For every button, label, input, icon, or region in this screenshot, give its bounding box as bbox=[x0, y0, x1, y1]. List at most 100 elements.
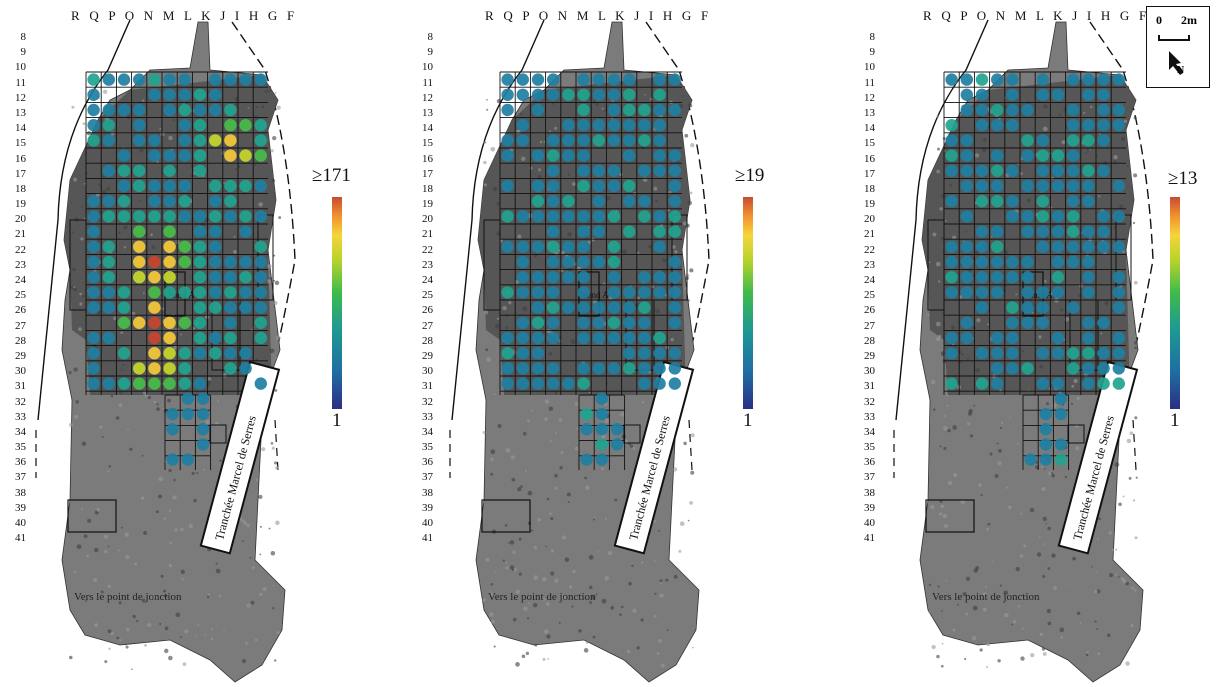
gravel-speck bbox=[119, 403, 123, 407]
gravel-speck bbox=[156, 510, 159, 513]
density-dot bbox=[163, 256, 175, 268]
density-dot bbox=[653, 286, 665, 298]
colorbar bbox=[743, 197, 753, 409]
density-dot bbox=[179, 347, 191, 359]
gravel-speck bbox=[195, 635, 197, 637]
density-dot bbox=[179, 256, 191, 268]
density-dot bbox=[209, 241, 221, 253]
gravel-speck bbox=[981, 494, 983, 496]
density-dot bbox=[577, 89, 589, 101]
gravel-speck bbox=[957, 604, 959, 606]
density-dot bbox=[1067, 73, 1079, 85]
gravel-speck bbox=[163, 517, 166, 520]
gravel-speck bbox=[108, 629, 112, 633]
gravel-speck bbox=[73, 286, 75, 288]
gravel-speck bbox=[544, 629, 549, 634]
gravel-speck bbox=[482, 598, 486, 602]
density-dot bbox=[608, 286, 620, 298]
gravel-speck bbox=[997, 659, 1000, 662]
density-dot bbox=[133, 362, 145, 374]
density-dot bbox=[623, 301, 635, 313]
towards-label: Vers le point de jonction bbox=[932, 591, 1040, 603]
gravel-speck bbox=[494, 393, 496, 395]
gravel-speck bbox=[1020, 554, 1024, 558]
density-dot bbox=[596, 393, 608, 405]
gravel-speck bbox=[165, 627, 169, 631]
density-dot bbox=[976, 119, 988, 131]
gravel-speck bbox=[983, 138, 986, 141]
density-dot bbox=[1067, 104, 1079, 116]
gravel-speck bbox=[520, 485, 523, 488]
gravel-speck bbox=[952, 629, 955, 632]
gravel-speck bbox=[980, 648, 983, 651]
density-dot bbox=[991, 241, 1003, 253]
gravel-speck bbox=[141, 496, 144, 499]
gravel-speck bbox=[589, 586, 592, 589]
density-dot bbox=[991, 271, 1003, 283]
gravel-speck bbox=[946, 580, 948, 582]
density-dot bbox=[133, 377, 145, 389]
gravel-speck bbox=[605, 517, 607, 519]
gravel-speck bbox=[158, 494, 162, 498]
gravel-speck bbox=[534, 644, 537, 647]
gravel-speck bbox=[502, 306, 506, 310]
density-dot bbox=[255, 149, 267, 161]
gravel-speck bbox=[121, 369, 123, 371]
gravel-speck bbox=[192, 472, 195, 475]
density-dot bbox=[991, 180, 1003, 192]
density-dot bbox=[133, 165, 145, 177]
gravel-speck bbox=[265, 90, 268, 93]
gravel-speck bbox=[205, 420, 210, 425]
gravel-speck bbox=[1037, 552, 1041, 556]
density-dot bbox=[945, 256, 957, 268]
density-dot bbox=[166, 423, 178, 435]
density-dot bbox=[517, 134, 529, 146]
density-dot bbox=[593, 89, 605, 101]
gravel-speck bbox=[153, 401, 156, 404]
density-dot bbox=[945, 271, 957, 283]
density-dot bbox=[255, 317, 267, 329]
density-dot bbox=[1067, 225, 1079, 237]
gravel-speck bbox=[1061, 140, 1065, 144]
density-dot bbox=[669, 317, 681, 329]
density-dot bbox=[1052, 241, 1064, 253]
density-dot bbox=[179, 195, 191, 207]
gravel-speck bbox=[256, 106, 258, 108]
map-group: Sond ATranchée Marcel de SerresVers le p… bbox=[36, 20, 295, 682]
gravel-speck bbox=[690, 143, 694, 147]
density-dot bbox=[148, 317, 160, 329]
gravel-speck bbox=[937, 585, 939, 587]
gravel-speck bbox=[79, 293, 82, 296]
gravel-speck bbox=[74, 217, 79, 222]
density-dot bbox=[163, 377, 175, 389]
gravel-speck bbox=[173, 479, 175, 481]
density-dot bbox=[562, 195, 574, 207]
gravel-speck bbox=[515, 662, 520, 667]
density-dot bbox=[517, 347, 529, 359]
density-dot bbox=[562, 241, 574, 253]
gravel-speck bbox=[271, 149, 274, 152]
density-dot bbox=[194, 89, 206, 101]
gravel-speck bbox=[525, 470, 527, 472]
gravel-speck bbox=[172, 496, 176, 500]
gravel-speck bbox=[559, 418, 563, 422]
gravel-speck bbox=[1086, 651, 1089, 654]
gravel-speck bbox=[659, 579, 662, 582]
gravel-speck bbox=[687, 299, 690, 302]
density-dot bbox=[255, 377, 267, 389]
density-dot bbox=[87, 271, 99, 283]
gravel-speck bbox=[1060, 636, 1063, 639]
density-dot bbox=[1052, 377, 1064, 389]
density-dot bbox=[87, 210, 99, 222]
gravel-speck bbox=[1086, 654, 1089, 657]
gravel-speck bbox=[680, 140, 682, 142]
gravel-speck bbox=[1045, 523, 1047, 525]
gravel-speck bbox=[1072, 557, 1076, 561]
density-dot bbox=[577, 362, 589, 374]
density-dot bbox=[547, 286, 559, 298]
density-dot bbox=[163, 241, 175, 253]
density-dot bbox=[991, 104, 1003, 116]
density-dot bbox=[1037, 241, 1049, 253]
density-dot bbox=[1052, 165, 1064, 177]
